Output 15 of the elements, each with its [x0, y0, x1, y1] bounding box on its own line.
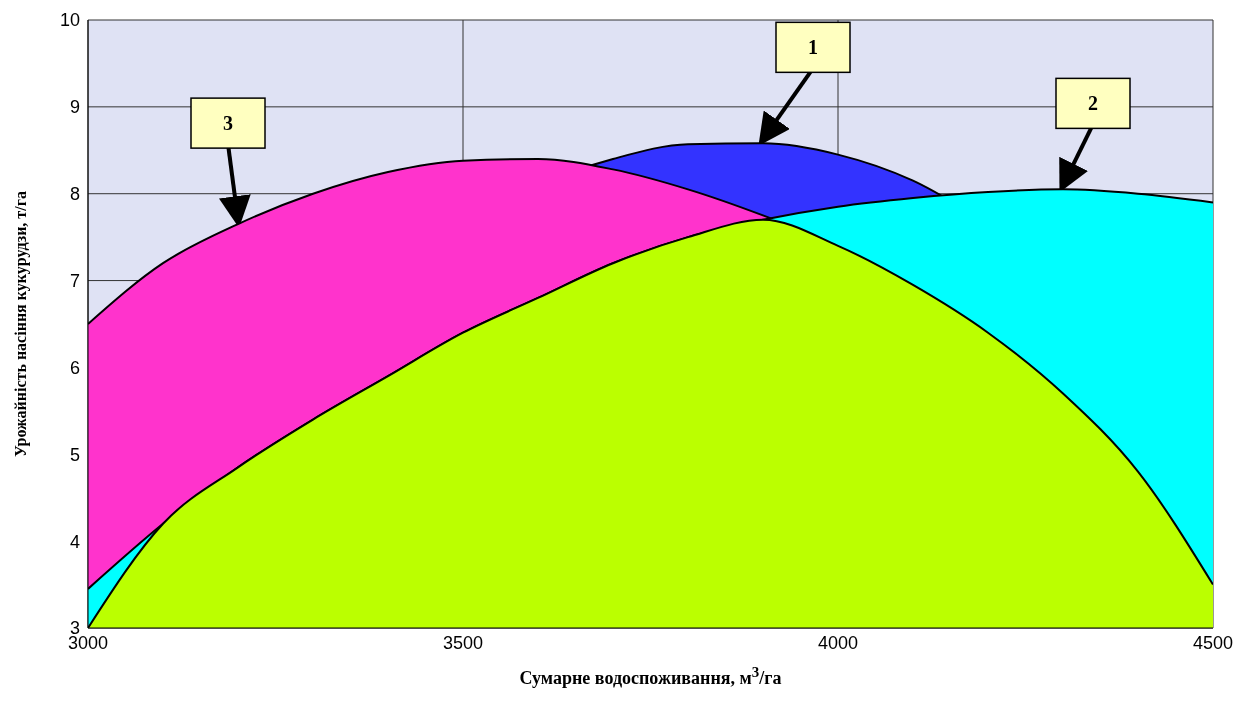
x-tick-label: 4000 [817, 632, 859, 653]
text: 1 [808, 36, 818, 59]
y-tick-label: 5 [69, 444, 80, 465]
y-tick-label: 8 [69, 184, 80, 205]
text: 2 [1088, 92, 1098, 115]
y-tick-label: 10 [59, 10, 80, 31]
text: 3 [751, 664, 760, 680]
y-tick-label: 4 [69, 531, 80, 552]
x-tick-label: 4500 [1192, 632, 1234, 653]
x-tick-label: 3500 [442, 632, 484, 653]
y-tick-label: 7 [69, 270, 80, 291]
y-tick-label: 6 [69, 357, 80, 378]
y-axis-title: Урожайність насіння кукурудзи, т/га [11, 191, 30, 457]
y-tick-label: 9 [69, 97, 80, 118]
text: 3 [223, 112, 233, 135]
